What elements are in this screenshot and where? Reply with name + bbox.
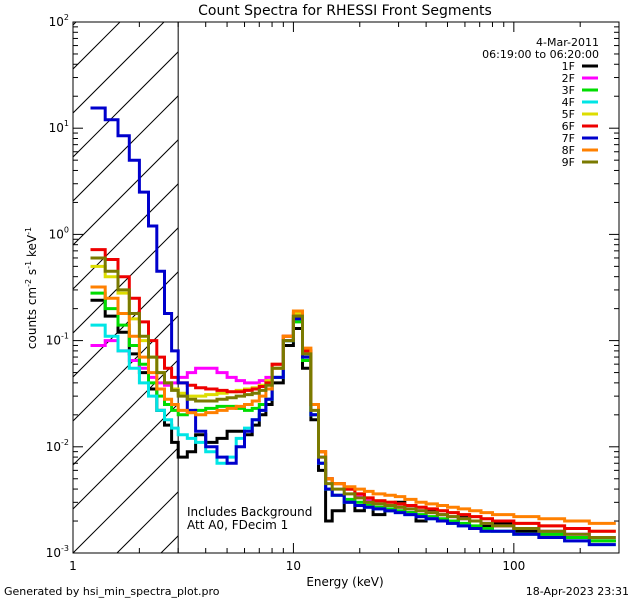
legend-label-1f: 1F (562, 60, 575, 73)
annotation-attenuator: Att A0, FDecim 1 (187, 518, 288, 532)
legend-label-3f: 3F (562, 84, 575, 97)
y-axis-label: counts cm-2 s-1 keV-1 (24, 227, 39, 349)
x-axis-label: Energy (keV) (306, 575, 383, 589)
y-tick-label-1e-1: 10-1 (46, 332, 69, 348)
legend-label-8f: 8F (562, 144, 575, 157)
legend-date: 4-Mar-2011 (536, 36, 599, 49)
y-tick-label-1e-3: 10-3 (46, 544, 69, 560)
x-tick-label-100: 100 (502, 559, 525, 573)
legend-label-9f: 9F (562, 156, 575, 169)
series-6f (90, 248, 616, 533)
legend-label-5f: 5F (562, 108, 575, 121)
annotation-background: Includes Background (187, 505, 312, 519)
y-tick-labels: 10-3 10-2 10-1 100 101 102 (46, 13, 69, 560)
series-4f (90, 317, 616, 547)
x-tick-labels: 1 10 100 (69, 559, 525, 573)
footer-timestamp: 18-Apr-2023 23:31 (526, 585, 629, 598)
y-tick-label-1e-2: 10-2 (46, 438, 69, 454)
plot-frame (72, 21, 620, 554)
y-tick-label-1e2: 102 (49, 13, 69, 29)
footer-generated-by: Generated by hsi_min_spectra_plot.pro (4, 585, 220, 598)
x-tick-label-10: 10 (286, 559, 301, 573)
x-tick-label-1: 1 (69, 559, 77, 573)
legend-label-7f: 7F (562, 132, 575, 145)
series-9f (90, 256, 616, 539)
series-2f (90, 314, 616, 539)
y-tick-label-1e1: 101 (49, 119, 69, 135)
legend: 4-Mar-2011 06:19:00 to 06:20:00 1F2F3F4F… (482, 36, 599, 169)
legend-label-2f: 2F (562, 72, 575, 85)
y-tick-label-1e0: 100 (49, 225, 69, 241)
series-8f (90, 285, 616, 525)
axis-ticks (72, 21, 620, 554)
series-layer (90, 106, 616, 547)
series-7f (90, 106, 616, 547)
legend-label-4f: 4F (562, 96, 575, 109)
chart-title: Count Spectra for RHESSI Front Segments (198, 3, 492, 19)
legend-time-range: 06:19:00 to 06:20:00 (482, 48, 599, 61)
legend-label-6f: 6F (562, 120, 575, 133)
